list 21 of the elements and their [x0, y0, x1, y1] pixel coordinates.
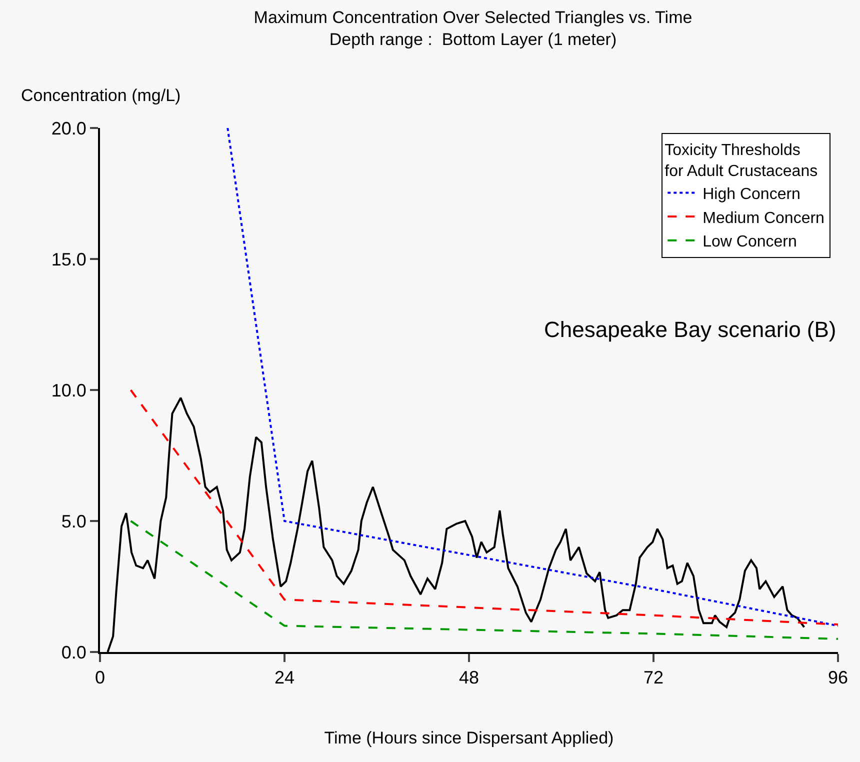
annotation: Chesapeake Bay scenario (B): [544, 317, 836, 342]
x-tick-label: 72: [643, 668, 664, 688]
y-tick-label: 0.0: [61, 642, 86, 662]
legend-label: High Concern: [702, 186, 800, 203]
legend-label: Medium Concern: [702, 210, 824, 227]
line-series: [226, 128, 838, 627]
chart-title: Maximum Concentration Over Selected Triangles vs. Time Depth range : Bottom Layer (1 meter): [254, 8, 692, 49]
x-tick-label: 24: [274, 668, 295, 688]
y-axis-title: Concentration (mg/L): [21, 86, 181, 105]
y-tick-label: 20.0: [51, 118, 86, 138]
legend-title: Toxicity Thresholds for Adult Crustaceans: [664, 142, 818, 180]
line-series: [130, 520, 838, 640]
x-tick-label: 0: [94, 668, 106, 688]
x-tick-label: 96: [828, 668, 848, 688]
x-axis-title: Time (Hours since Dispersant Applied): [324, 728, 614, 748]
y-tick-label: 15.0: [51, 249, 86, 270]
line-series: [130, 389, 838, 626]
x-tick-label: 48: [458, 668, 480, 688]
y-tick-label: 5.0: [61, 511, 86, 532]
y-tick-label: 10.0: [51, 380, 86, 400]
legend-label: Low Concern: [702, 234, 797, 251]
